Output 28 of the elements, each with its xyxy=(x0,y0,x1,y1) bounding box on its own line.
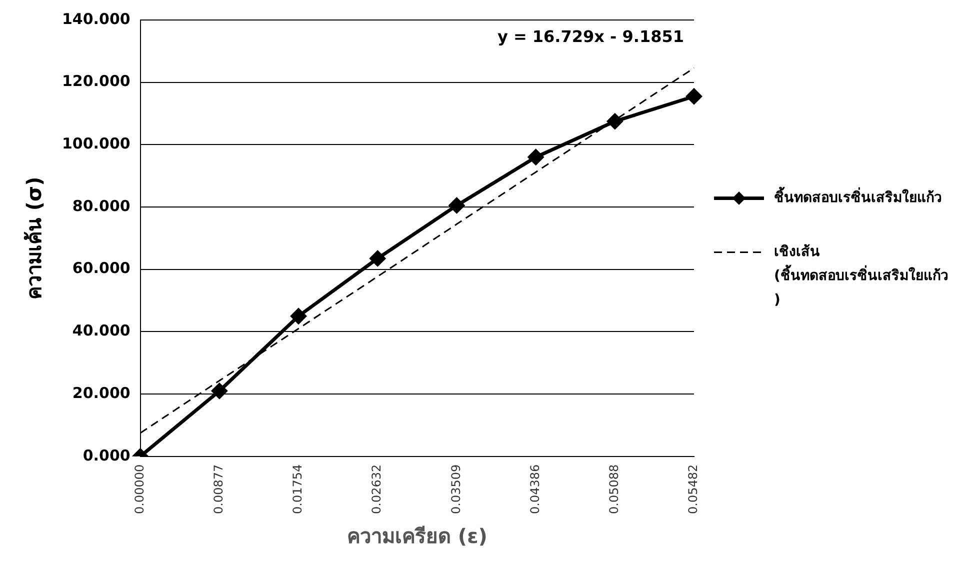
x-tick-label: 0.00000 xyxy=(132,464,146,514)
x-tick-label: 0.04386 xyxy=(528,464,542,514)
point xyxy=(607,114,623,130)
point xyxy=(528,149,544,165)
legend-label: เชิงเส้น (ชิ้นทดสอบเรซิ่นเสริมใยแก้ว) xyxy=(774,244,948,308)
point xyxy=(686,88,702,104)
annotation: y = 16.729x - 9.1851 xyxy=(497,27,684,46)
x-tick-label: 0.05088 xyxy=(607,464,622,514)
point xyxy=(370,250,386,266)
y-tick-label: 0.000 xyxy=(82,446,130,464)
y-tick-label: 20.000 xyxy=(72,384,130,402)
y-axis-title: ความเค้น (σ) xyxy=(22,176,46,300)
x-tick-label: 0.01754 xyxy=(290,464,305,514)
y-tick-label: 60.000 xyxy=(72,259,130,278)
y-tick-label: 40.000 xyxy=(72,322,130,340)
x-tick-label: 0.02632 xyxy=(370,464,384,514)
point xyxy=(290,308,306,324)
y-tick-label: 120.000 xyxy=(62,72,130,90)
x-tick-label: 0.05482 xyxy=(686,464,700,514)
point xyxy=(212,383,228,399)
y-tick-label: 140.000 xyxy=(62,10,130,28)
y-tick-label: 100.000 xyxy=(62,134,130,153)
x-tick-label: 0.00877 xyxy=(212,464,226,514)
legend-label: ชิ้นทดสอบเรซิ่นเสริมใยแก้ว xyxy=(774,186,942,206)
y-tick-label: 80.000 xyxy=(72,196,130,215)
x-tick-label: 0.03509 xyxy=(448,464,463,514)
point xyxy=(448,198,464,214)
x-axis-title: ความเครียด (ε) xyxy=(346,524,488,548)
